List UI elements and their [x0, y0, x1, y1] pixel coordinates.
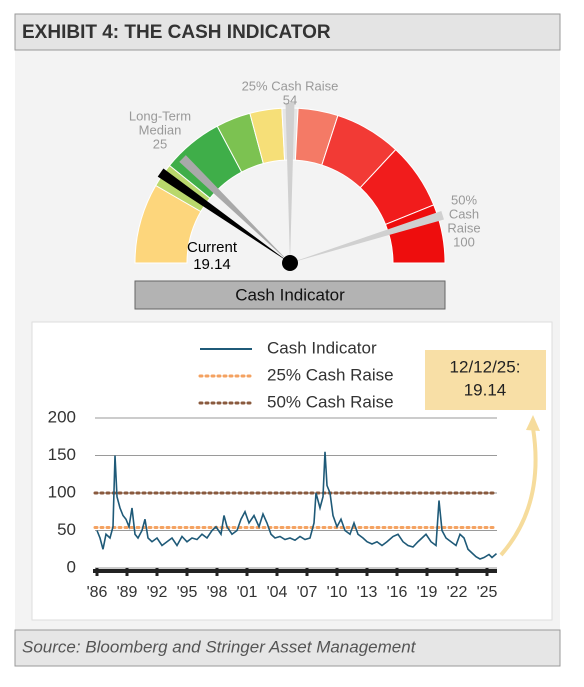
- gauge-note: Long-Term: [129, 108, 191, 123]
- gauge-note: 25% Cash Raise: [242, 78, 339, 93]
- gauge-hub: [282, 255, 298, 271]
- x-tick-label: '92: [147, 584, 168, 601]
- x-tick-label: '19: [417, 584, 438, 601]
- y-tick-label: 200: [48, 407, 76, 426]
- line-chart: 0 50 100 150 200 '86 '89 '92 '95 '98 '01 '04 '07 '10 '…: [48, 338, 546, 601]
- gauge-label-bar: [134, 280, 446, 310]
- gauge-needle: [179, 155, 290, 263]
- annotation-value: 19.14: [464, 380, 507, 399]
- x-tick-label: '95: [177, 584, 198, 601]
- gauge-label: Cash Indicator: [235, 285, 345, 304]
- gauge-note: Median: [139, 122, 182, 137]
- title-bar: [14, 13, 561, 51]
- x-tick-label: '16: [387, 584, 408, 601]
- annotation-arrow: [499, 427, 538, 557]
- source: Source: Bloomberg and Stringer Asset Man…: [22, 637, 417, 656]
- y-tick-label: 150: [48, 445, 76, 464]
- title: EXHIBIT 4: THE CASH INDICATOR: [22, 22, 331, 43]
- y-tick-label: 50: [57, 520, 76, 539]
- x-tick-label: '07: [297, 584, 318, 601]
- gauge-note: 50%: [451, 192, 477, 207]
- annotation-box: [425, 350, 546, 410]
- current-value: 19.14: [193, 256, 231, 273]
- annotation-arrowhead: [526, 415, 540, 431]
- gauge-note: Cash: [449, 206, 479, 221]
- gauge-note-value: 25: [153, 136, 167, 151]
- gauge-note: Raise: [447, 220, 480, 235]
- gauge-needle: [157, 168, 290, 263]
- x-tick-label: '13: [357, 584, 378, 601]
- x-tick-label: '10: [327, 584, 348, 601]
- x-tick-label: '89: [117, 584, 138, 601]
- y-tick-label: 100: [48, 482, 76, 501]
- source-bar: [14, 629, 561, 667]
- x-tick-label: '25: [477, 584, 498, 601]
- gauge-needle: [290, 210, 444, 263]
- current-label: Current: [187, 239, 238, 256]
- gauge-note-value: 100: [453, 234, 475, 249]
- legend-label: Cash Indicator: [267, 338, 377, 357]
- x-tick-label: '98: [207, 584, 228, 601]
- y-tick-label: 0: [67, 557, 76, 576]
- x-tick-label: '86: [87, 584, 108, 601]
- gauge-needle: [285, 103, 295, 263]
- x-tick-label: '22: [447, 584, 468, 601]
- gauge-note-value: 54: [283, 92, 297, 107]
- legend-label: 50% Cash Raise: [267, 392, 394, 411]
- legend-label: 25% Cash Raise: [267, 365, 394, 384]
- x-tick-label: '04: [267, 584, 288, 601]
- x-tick-label: '01: [237, 584, 258, 601]
- annotation-date: 12/12/25:: [450, 357, 521, 376]
- series-line: [96, 451, 498, 560]
